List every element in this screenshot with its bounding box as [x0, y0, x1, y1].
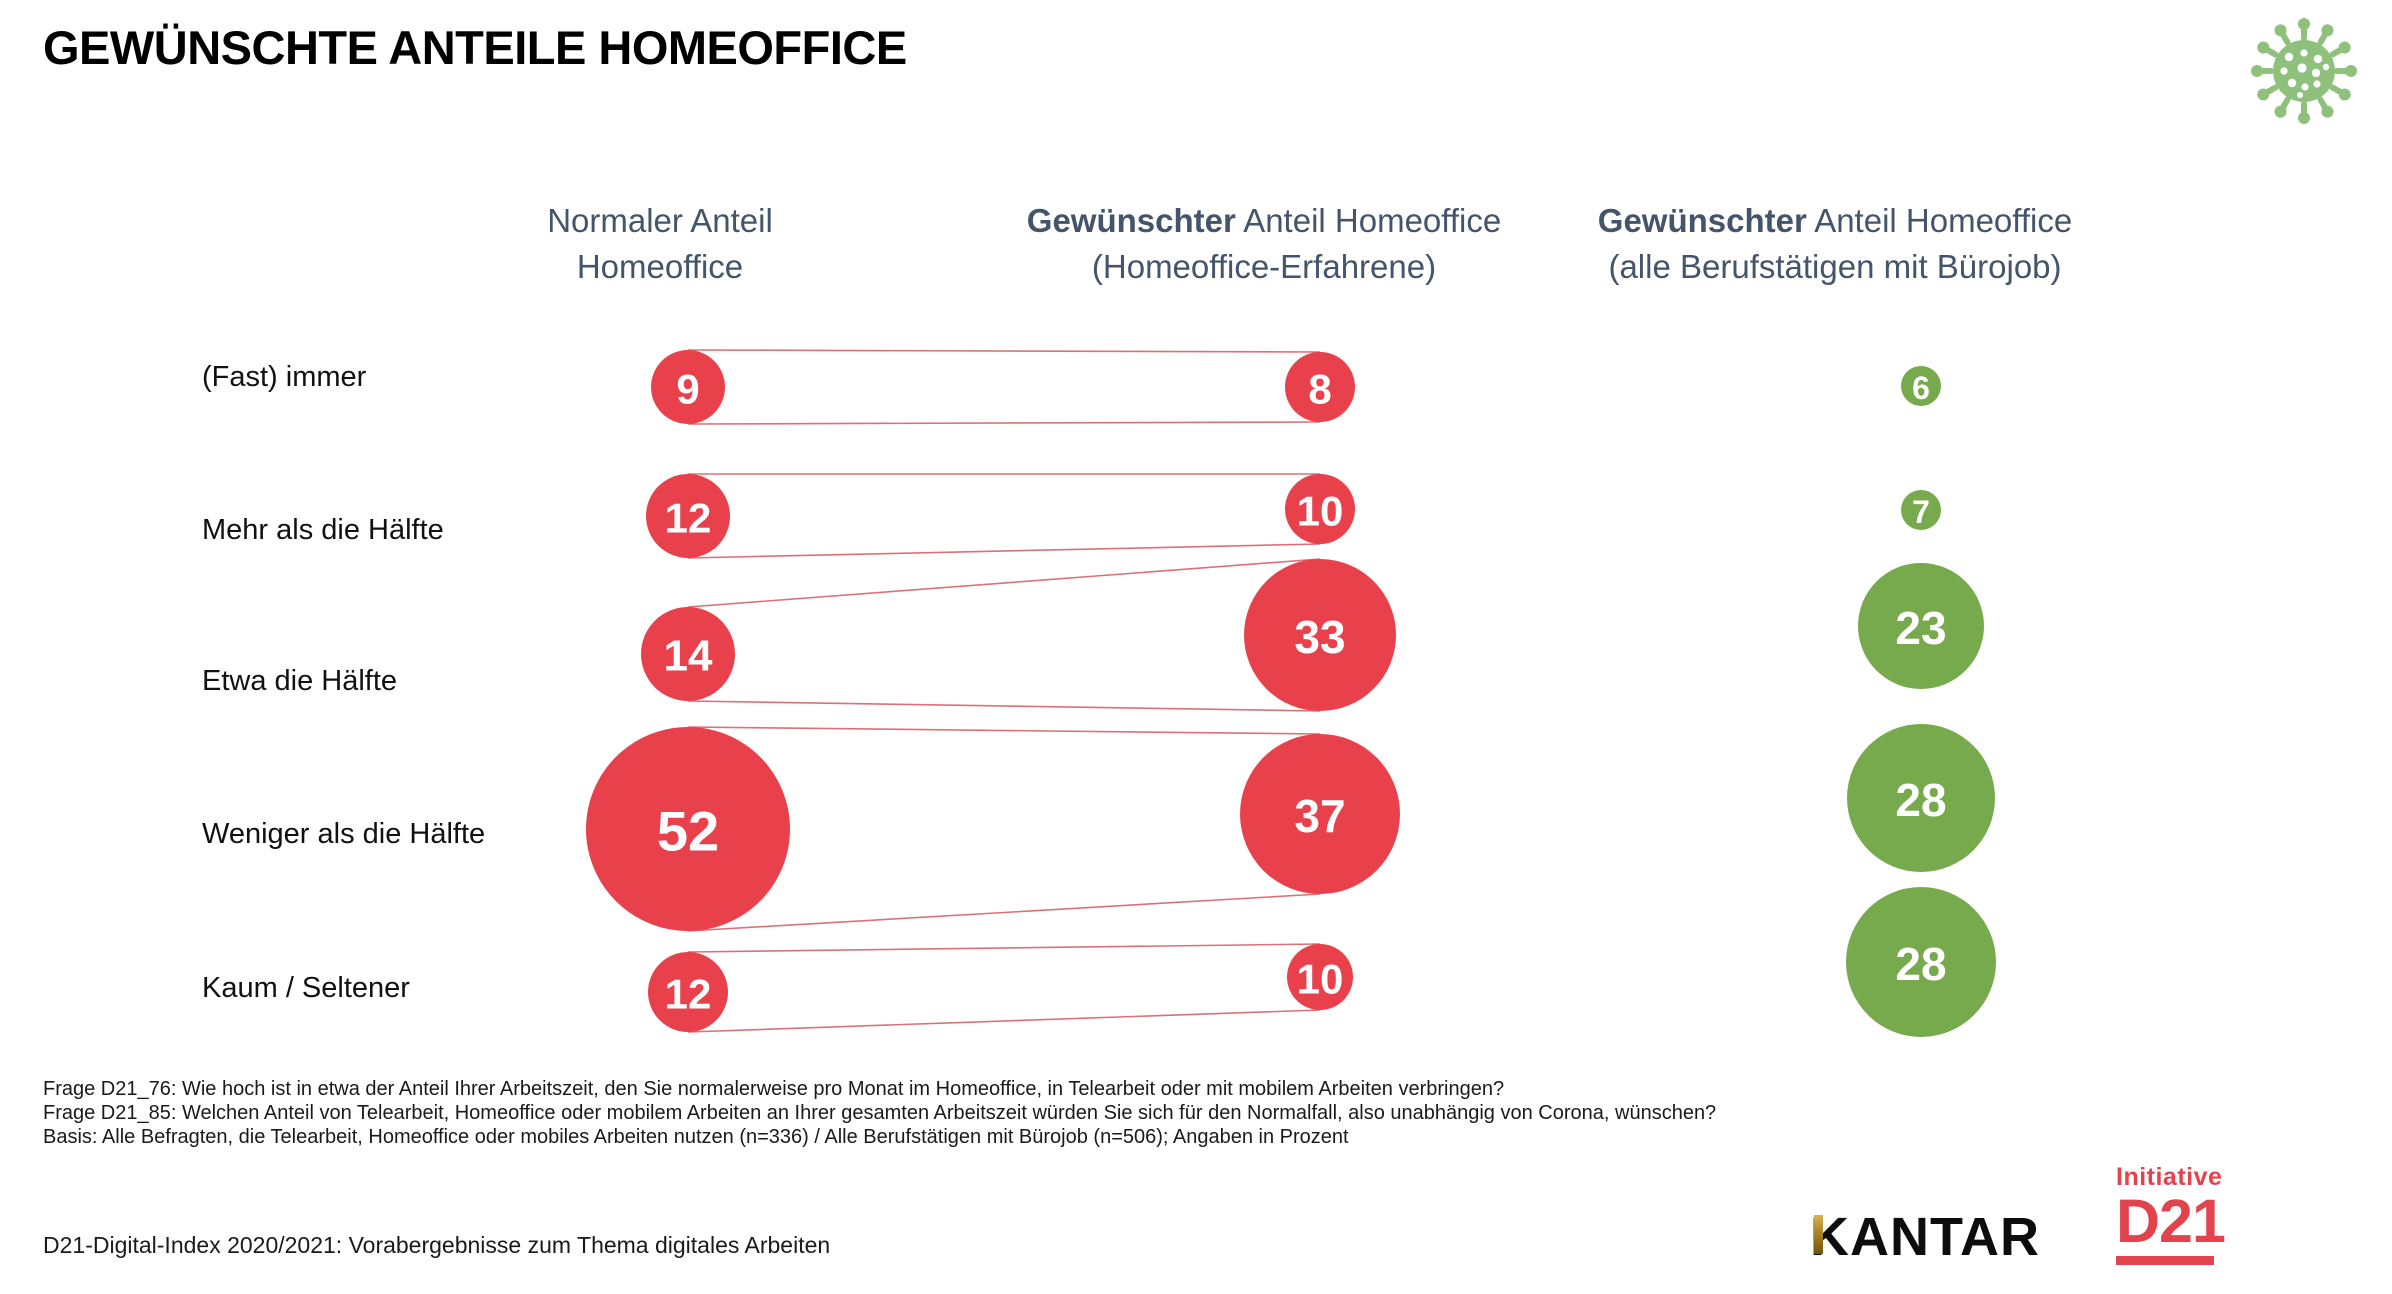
column-header-line2: (Homeoffice-Erfahrene): [1091, 248, 1437, 285]
d21-logo-top: Initiative: [2116, 1163, 2223, 1191]
bubble-s1-r0: [1285, 352, 1355, 422]
column-header-line1: Gewünschter Anteil Homeoffice: [1026, 202, 1502, 239]
connector-line-top: [687, 558, 1321, 608]
connector-line-bottom: [687, 700, 1321, 712]
page-title: GEWÜNSCHTE ANTEILE HOMEOFFICE: [43, 21, 907, 74]
bubble-value-s1-r1: 10: [1297, 488, 1344, 535]
bubble-s2-r0: [1901, 366, 1941, 406]
connector-line-bottom: [687, 421, 1321, 425]
bubble-s2-r4: [1846, 887, 1996, 1037]
bubble-value-s2-r2: 23: [1895, 602, 1946, 654]
footnote-basis: Basis: Alle Befragten, die Telearbeit, H…: [43, 1126, 1349, 1148]
source-line: D21-Digital-Index 2020/2021: Vorabergebn…: [43, 1232, 831, 1258]
bubble-value-s1-r3: 37: [1294, 790, 1345, 842]
bubble-value-s0-r2: 14: [664, 632, 713, 681]
row-label-weniger-als-haelfte: Weniger als die Hälfte: [202, 818, 486, 850]
connector-line-top: [687, 943, 1321, 953]
bubble-value-s2-r1: 7: [1912, 494, 1930, 530]
bubble-value-s0-r1: 12: [665, 495, 712, 542]
column-header-normal: Normaler Anteil Homeoffice: [310, 198, 1010, 290]
footnotes: Frage D21_76: Wie hoch ist in etwa der A…: [43, 1077, 1716, 1149]
bubble-s2-r2: [1858, 563, 1984, 689]
bubble-value-s0-r4: 12: [665, 971, 712, 1018]
bubble-s1-r3: [1240, 734, 1400, 894]
virus-spikes: [2251, 18, 2357, 124]
bubble-value-s2-r4: 28: [1895, 938, 1946, 990]
virus-dots: [2280, 49, 2330, 98]
connector-line-bottom: [687, 543, 1321, 559]
footnote-frage-d21-85: Frage D21_85: Welchen Anteil von Telearb…: [43, 1102, 1717, 1124]
bubble-value-s0-r0: 9: [676, 366, 699, 413]
bubble-s1-r1: [1285, 474, 1355, 544]
column-header-line1: Gewünschter Anteil Homeoffice: [1597, 202, 2073, 239]
bubble-s2-r1: [1901, 490, 1941, 530]
bubble-value-s2-r3: 28: [1895, 774, 1946, 826]
bubble-s0-r2: [641, 607, 735, 701]
bubble-value-s1-r4: 10: [1297, 956, 1344, 1003]
column-header-line1: Normaler Anteil: [547, 202, 773, 239]
initiative-d21-logo: Initiative D21: [2116, 1163, 2226, 1265]
bubble-value-s0-r3: 52: [657, 800, 719, 863]
kantar-gold-bar: [1814, 1215, 1823, 1254]
bubble-s1-r2: [1244, 559, 1396, 711]
bubble-s0-r3: [586, 727, 790, 931]
bubble-value-s2-r0: 6: [1912, 370, 1930, 406]
bubble-s0-r4: [648, 952, 728, 1032]
coronavirus-icon: [2251, 18, 2357, 124]
row-label-fast-immer: (Fast) immer: [202, 361, 367, 393]
bubble-value-s1-r0: 8: [1308, 366, 1331, 413]
row-label-etwa-die-haelfte: Etwa die Hälfte: [202, 665, 398, 697]
connector-line-bottom: [687, 1009, 1321, 1033]
connector-line-top: [687, 726, 1321, 735]
bubble-s0-r1: [646, 474, 730, 558]
bubble-value-s1-r2: 33: [1294, 611, 1345, 663]
d21-logo-underline: [2116, 1256, 2214, 1265]
column-header-line2: (alle Berufstätigen mit Bürojob): [1608, 248, 2062, 285]
row-label-mehr-als-die-haelfte: Mehr als die Hälfte: [202, 514, 444, 546]
column-header-desired-experienced: Gewünschter Anteil Homeoffice (Homeoffic…: [914, 198, 1614, 290]
bubble-s2-r3: [1847, 724, 1995, 872]
connector-line-bottom: [687, 893, 1321, 932]
bubble-s0-r0: [651, 350, 725, 424]
bubble-s1-r4: [1287, 944, 1353, 1010]
column-header-line2: Homeoffice: [576, 248, 744, 285]
kantar-logo: KANTAR: [1810, 1207, 2040, 1267]
row-label-kaum-seltener: Kaum / Seltener: [202, 972, 410, 1004]
column-header-desired-all: Gewünschter Anteil Homeoffice (alle Beru…: [1485, 198, 2185, 290]
footnote-frage-d21-76: Frage D21_76: Wie hoch ist in etwa der A…: [43, 1078, 1505, 1100]
connector-line-top: [687, 349, 1321, 353]
d21-logo-main: D21: [2116, 1187, 2226, 1255]
